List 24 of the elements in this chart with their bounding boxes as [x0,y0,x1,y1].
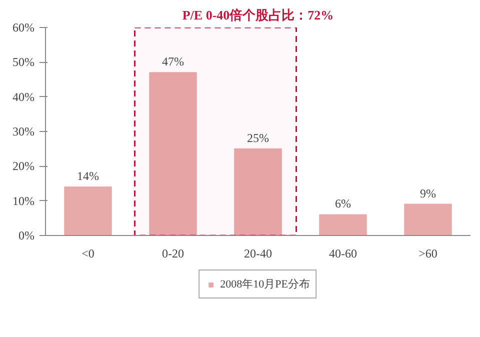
x-tick-label: <0 [82,246,94,260]
bar [234,148,282,236]
y-tick-label: 30% [12,124,35,138]
y-tick-label: 20% [12,159,35,174]
y-tick-label: 60% [12,20,35,34]
x-tick-label: >60 [418,246,438,260]
x-tick-label: 0-20 [162,246,184,260]
data-label: 25% [247,130,269,145]
data-label: 47% [162,54,184,69]
data-label: 9% [420,186,436,200]
bar [319,214,367,236]
x-tick-label: 20-40 [244,246,272,260]
y-tick-label: 0% [18,228,35,242]
bar [404,204,452,236]
y-tick-label: 50% [12,55,35,70]
bar [149,72,197,236]
data-label: 14% [77,168,99,183]
x-tick-label: 40-60 [329,246,357,260]
bar [64,186,112,236]
y-tick-label: 10% [12,194,35,208]
legend-label: 2008年10月PE分布 [220,278,310,292]
y-tick-label: 40% [12,90,35,104]
data-label: 6% [335,196,351,211]
band-label: P/E 0-40倍个股占比：72% [182,8,334,22]
